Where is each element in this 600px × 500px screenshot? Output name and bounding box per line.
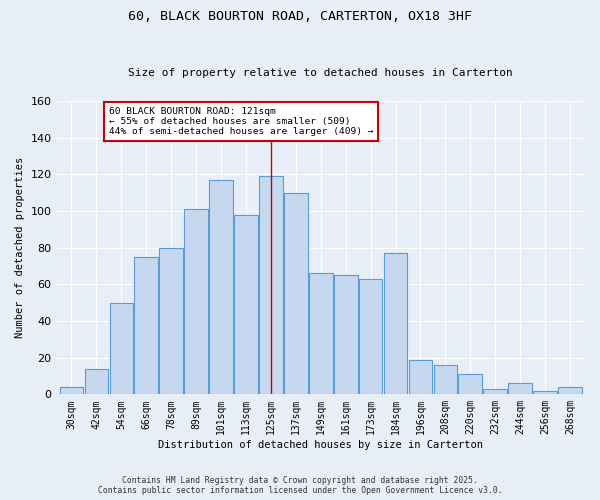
Bar <box>234 214 258 394</box>
Bar <box>484 389 507 394</box>
Bar <box>184 209 208 394</box>
Bar <box>533 390 557 394</box>
Bar <box>110 302 133 394</box>
Bar <box>259 176 283 394</box>
Text: Contains HM Land Registry data © Crown copyright and database right 2025.
Contai: Contains HM Land Registry data © Crown c… <box>98 476 502 495</box>
Bar <box>284 192 308 394</box>
Bar <box>309 274 332 394</box>
Bar <box>558 387 582 394</box>
Bar <box>209 180 233 394</box>
Bar <box>134 257 158 394</box>
Text: 60 BLACK BOURTON ROAD: 121sqm
← 55% of detached houses are smaller (509)
44% of : 60 BLACK BOURTON ROAD: 121sqm ← 55% of d… <box>109 106 373 136</box>
Bar <box>359 279 382 394</box>
Bar <box>458 374 482 394</box>
Title: Size of property relative to detached houses in Carterton: Size of property relative to detached ho… <box>128 68 513 78</box>
Text: 60, BLACK BOURTON ROAD, CARTERTON, OX18 3HF: 60, BLACK BOURTON ROAD, CARTERTON, OX18 … <box>128 10 472 23</box>
X-axis label: Distribution of detached houses by size in Carterton: Distribution of detached houses by size … <box>158 440 483 450</box>
Bar <box>409 360 433 394</box>
Bar <box>59 387 83 394</box>
Bar <box>434 365 457 394</box>
Bar <box>508 384 532 394</box>
Bar <box>160 248 183 394</box>
Bar <box>334 275 358 394</box>
Bar <box>85 368 108 394</box>
Bar <box>384 253 407 394</box>
Y-axis label: Number of detached properties: Number of detached properties <box>15 157 25 338</box>
